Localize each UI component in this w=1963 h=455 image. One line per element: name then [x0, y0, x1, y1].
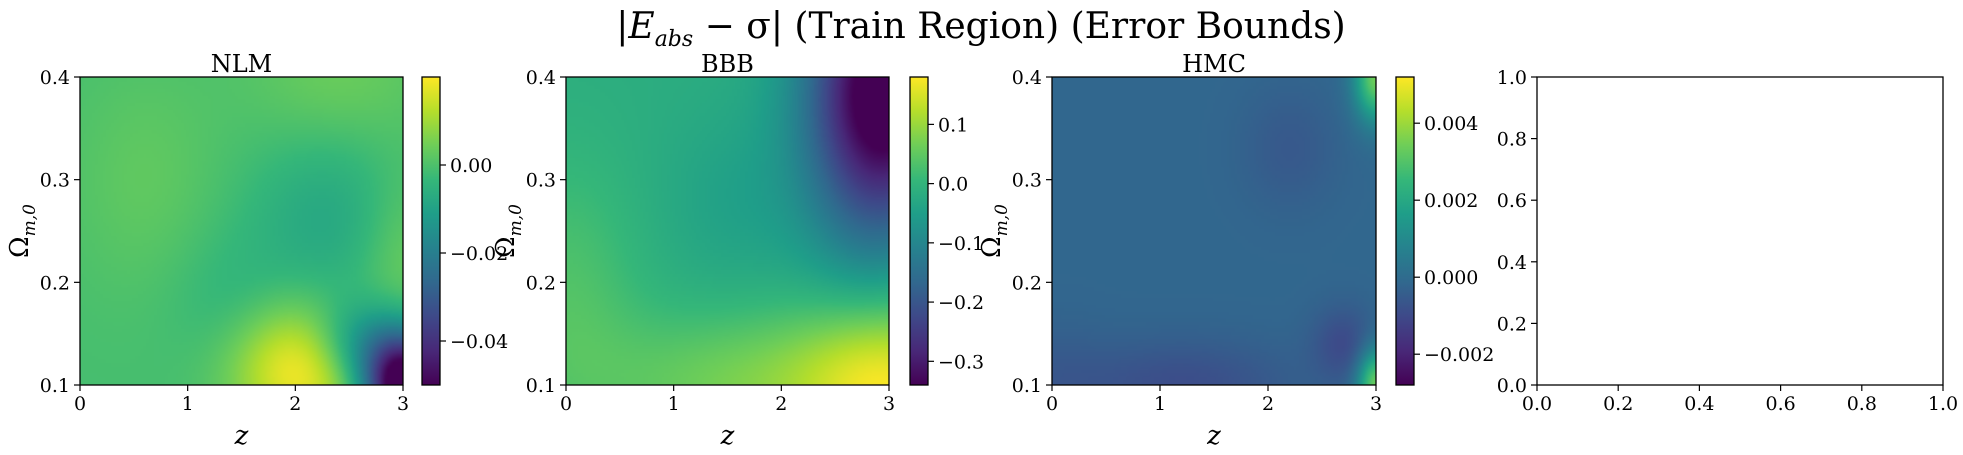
y-tick-label: 0.1 — [40, 375, 70, 397]
x-tick-label: 3 — [1370, 393, 1382, 415]
figure-title-text: |Eabs − σ| (Train Region) (Error Bounds) — [616, 6, 1345, 52]
y-tick-label: 1.0 — [1497, 67, 1527, 89]
heatmap-image — [1052, 77, 1376, 385]
y-tick-label: 0.8 — [1497, 129, 1527, 151]
panel-3: 0 1 2 3 0.1 0.2 0.3 0.4 HMC z Ωm,0 0.004 0.002 0.000 −… — [977, 50, 1494, 451]
colorbar: 0.00 −0.02 −0.04 — [421, 76, 508, 386]
y-tick-label: 0.3 — [526, 170, 556, 192]
colorbar-tick-label: −0.3 — [938, 351, 984, 373]
y-tick-label: 0.4 — [1497, 252, 1527, 274]
x-axis-label: z — [1206, 421, 1221, 451]
y-tick-label: 0.2 — [1497, 313, 1527, 335]
x-tick-label: 0.8 — [1847, 393, 1877, 415]
y-tick-label: 0.3 — [1012, 170, 1042, 192]
colorbar-tick-label: 0.0 — [938, 174, 968, 196]
colorbar-tick-label: 0.00 — [450, 155, 492, 177]
x-tick-label: 1.0 — [1928, 393, 1958, 415]
y-tick-label: 0.6 — [1497, 190, 1527, 212]
x-tick-label: 0.6 — [1765, 393, 1795, 415]
x-tick-label: 2 — [775, 393, 787, 415]
x-tick-label: 0.4 — [1684, 393, 1714, 415]
x-tick-label: 2 — [1262, 393, 1274, 415]
y-tick-label: 0.2 — [526, 272, 556, 294]
y-tick-label: 0.3 — [40, 170, 70, 192]
axes-frame — [79, 76, 404, 386]
colorbar-tick-label: −0.2 — [938, 292, 984, 314]
x-axis-label: z — [720, 421, 735, 451]
y-tick-label: 0.0 — [1497, 375, 1527, 397]
x-tick-label: 1 — [1154, 393, 1166, 415]
x-tick-label: 0.2 — [1603, 393, 1633, 415]
x-tick-label: 0 — [560, 393, 572, 415]
y-tick-label: 0.4 — [1012, 67, 1042, 89]
x-tick-label: 0.0 — [1522, 393, 1552, 415]
x-tick-label: 3 — [883, 393, 895, 415]
colorbar-gradient — [910, 77, 928, 385]
axes-frame — [1536, 76, 1944, 386]
colorbar-tick-label: −0.1 — [938, 233, 984, 255]
x-tick-label: 0 — [74, 393, 86, 415]
y-axis-label: Ωm,0 — [5, 204, 40, 258]
panel-title: BBB — [701, 50, 754, 78]
x-tick-label: 3 — [397, 393, 409, 415]
figure-title: |Eabs − σ| (Train Region) (Error Bounds) — [616, 6, 1345, 52]
colorbar-gradient — [1396, 77, 1414, 385]
panel-1: 0 1 2 3 0.1 0.2 0.3 0.4 NLM z Ωm,0 0.00 −0.02 −0.04 — [5, 50, 508, 451]
y-axis-label: Ωm,0 — [977, 204, 1012, 258]
y-tick-label: 0.4 — [40, 67, 70, 89]
colorbar-tick-label: 0.002 — [1424, 190, 1478, 212]
x-axis-label: z — [234, 421, 249, 451]
y-tick-label: 0.4 — [526, 67, 556, 89]
colorbar-frame — [909, 76, 929, 386]
colorbar-tick-label: 0.000 — [1424, 267, 1478, 289]
panel-2: 0 1 2 3 0.1 0.2 0.3 0.4 BBB z Ωm,0 0.1 0.0 −0.1 −0.2 −0… — [491, 50, 984, 451]
colorbar-tick-label: −0.02 — [450, 243, 508, 265]
axes-frame — [1051, 76, 1377, 386]
colorbar: 0.1 0.0 −0.1 −0.2 −0.3 — [909, 76, 984, 386]
panel-title: NLM — [211, 50, 273, 78]
y-tick-label: 0.2 — [1012, 272, 1042, 294]
y-tick-label: 0.1 — [526, 375, 556, 397]
colorbar-tick-label: 0.004 — [1424, 113, 1478, 135]
colorbar-frame — [421, 76, 441, 386]
x-tick-label: 1 — [182, 393, 194, 415]
colorbar-frame — [1395, 76, 1415, 386]
colorbar-tick-label: −0.002 — [1424, 344, 1494, 366]
colorbar-gradient — [422, 77, 440, 385]
colorbar-tick-label: 0.1 — [938, 114, 968, 136]
heatmap-image — [80, 77, 403, 385]
x-tick-label: 1 — [668, 393, 680, 415]
panel-4: 0.0 0.2 0.4 0.6 0.8 1.0 0.0 0.2 0.4 0.6 0.8 1.0 — [1497, 67, 1958, 415]
colorbar-tick-label: −0.04 — [450, 331, 508, 353]
y-tick-label: 0.1 — [1012, 375, 1042, 397]
colorbar: 0.004 0.002 0.000 −0.002 — [1395, 76, 1494, 386]
y-tick-label: 0.2 — [40, 272, 70, 294]
y-axis-label: Ωm,0 — [491, 204, 526, 258]
x-tick-label: 2 — [289, 393, 301, 415]
x-tick-label: 0 — [1046, 393, 1058, 415]
heatmap-image — [566, 77, 889, 385]
axes-frame — [565, 76, 890, 386]
panel-title: HMC — [1182, 50, 1246, 78]
